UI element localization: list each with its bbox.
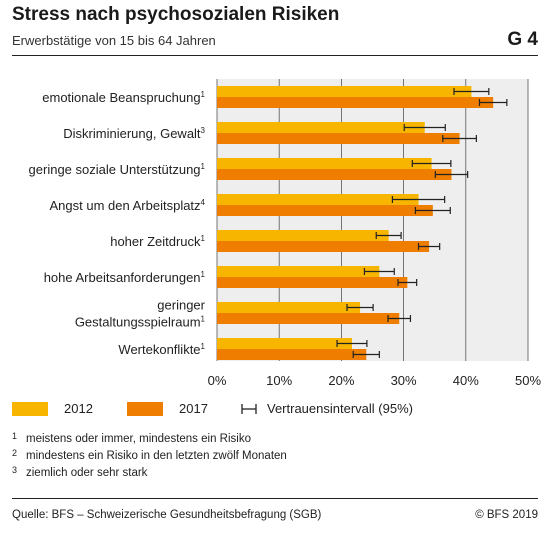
- legend-label-2012: 2012: [64, 401, 93, 416]
- x-tick-label: 50%: [515, 373, 541, 388]
- legend-item-2012: 2012: [12, 401, 93, 416]
- bar-2017-4: [217, 205, 433, 216]
- category-label: geringer: [157, 298, 205, 313]
- legend-item-ci: Vertrauensintervall (95%): [240, 401, 413, 416]
- x-tick-label: 20%: [328, 373, 354, 388]
- category-label: Diskriminierung, Gewalt3: [63, 126, 205, 141]
- footnote-2: 2 mindestens ein Risiko in den letzten z…: [12, 448, 287, 462]
- footnote-text: mindestens ein Risiko in den letzten zwö…: [26, 450, 287, 462]
- bar-2012-7: [217, 302, 361, 313]
- category-label: Wertekonflikte1: [118, 342, 205, 357]
- bar-2012-5: [217, 230, 389, 241]
- x-tick-label: 30%: [391, 373, 417, 388]
- category-label: Angst um den Arbeitsplatz4: [50, 198, 206, 213]
- bar-2012-4: [217, 194, 419, 205]
- legend-item-2017: 2017: [127, 401, 208, 416]
- x-tick-label: 10%: [266, 373, 292, 388]
- chart-title: Stress nach psychosozialen Risiken: [12, 4, 340, 25]
- legend-swatch-2012: [12, 401, 48, 416]
- copyright-note: © BFS 2019: [475, 509, 538, 521]
- category-label: Gestaltungsspielraum1: [75, 315, 206, 330]
- legend-swatch-2017: [127, 401, 163, 416]
- x-tick-label: 0%: [208, 373, 227, 388]
- bar-2012-6: [217, 266, 380, 277]
- category-label: emotionale Beanspruchung1: [42, 90, 205, 105]
- category-label: geringe soziale Unterstützung1: [29, 162, 206, 177]
- header-rule: [12, 55, 538, 56]
- figure-id: G 4: [507, 29, 538, 50]
- bar-chart: 0% 10% 20% 30% 40% 50% emotionale Beanspruchun…: [29, 79, 541, 388]
- bar-2017-5: [217, 241, 430, 252]
- bar-2017-3: [217, 169, 452, 180]
- bar-2012-8: [217, 338, 352, 349]
- bar-2017-8: [217, 349, 367, 360]
- footnote-1: 1 meistens oder immer, mindestens ein Ri…: [12, 431, 251, 445]
- footnote-number: 3: [12, 465, 18, 475]
- x-tick-label: 40%: [453, 373, 479, 388]
- bar-2012-2: [217, 122, 425, 133]
- bar-2017-6: [217, 277, 408, 288]
- category-label: hoher Zeitdruck1: [110, 234, 205, 249]
- footnote-text: meistens oder immer, mindestens ein Risi…: [26, 433, 251, 445]
- bar-2017-1: [217, 97, 494, 108]
- footnote-3: 3 ziemlich oder sehr stark: [12, 465, 148, 479]
- bar-2012-3: [217, 158, 432, 169]
- footnote-text: ziemlich oder sehr stark: [26, 467, 148, 479]
- bar-2017-2: [217, 133, 460, 144]
- legend-label-2017: 2017: [179, 401, 208, 416]
- category-label: hohe Arbeitsanforderungen1: [44, 270, 206, 285]
- source-note: Quelle: BFS – Schweizerische Gesundheits…: [12, 509, 322, 521]
- footnote-number: 2: [12, 448, 18, 458]
- legend-label-ci: Vertrauensintervall (95%): [267, 401, 413, 416]
- ci-whisker-icon: [241, 403, 257, 414]
- bar-2012-1: [217, 86, 472, 97]
- footer-rule: [12, 498, 538, 499]
- bar-2017-7: [217, 313, 400, 324]
- chart-subtitle: Erwerbstätige von 15 bis 64 Jahren: [12, 33, 216, 48]
- footnote-number: 1: [12, 431, 18, 441]
